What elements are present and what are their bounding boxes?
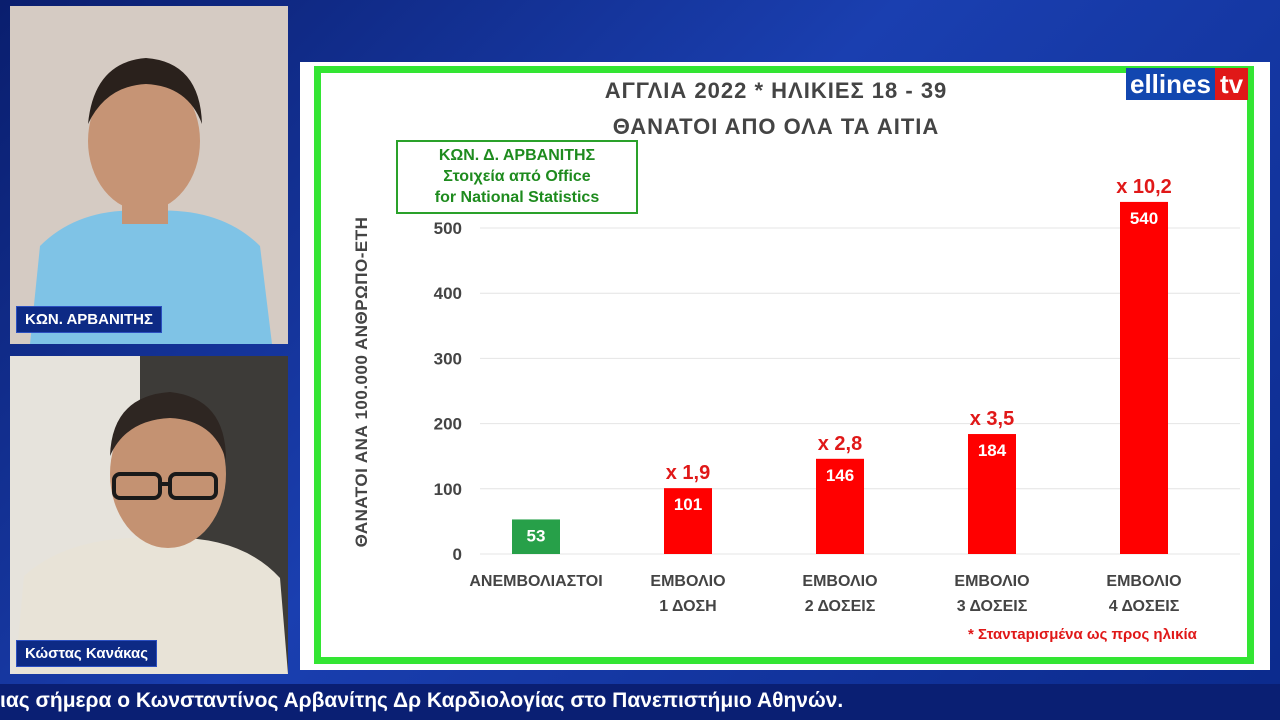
bar [1120, 201, 1168, 555]
x-category-label: ΑΝΕΜΒΟΛΙΑΣΤΟΙ [469, 573, 602, 590]
x-category-label: ΕΜΒΟΛΙΟ [650, 573, 725, 590]
source-line-3: for National Statistics [434, 189, 600, 206]
person-silhouette-top [10, 6, 288, 344]
news-ticker: ιας σήμερα ο Κωνσταντίνος Αρβανίτης Δρ Κ… [0, 684, 1280, 720]
chart-title: ΑΓΓΛΙΑ 2022 * ΗΛΙΚΙΕΣ 18 - 39 [604, 78, 948, 103]
source-author: ΚΩΝ. Δ. ΑΡΒΑΝΙΤΗΣ [438, 147, 596, 164]
logo-part-ellines: ellines [1126, 68, 1215, 100]
y-tick-label: 200 [434, 415, 462, 434]
x-category-label: ΕΜΒΟΛΙΟ [802, 573, 877, 590]
speaker-video-top: ΚΩΝ. ΑΡΒΑΝΙΤΗΣ [10, 6, 288, 344]
person-silhouette-bottom [10, 356, 288, 674]
bar [664, 488, 712, 554]
y-tick-label: 0 [453, 545, 462, 564]
bar-value-label: 53 [527, 526, 546, 545]
bar-multiplier-label: x 1,9 [666, 462, 710, 484]
logo-part-tv: tv [1214, 68, 1249, 100]
bar-chart: 0 100 200 300 400 500 53 ΑΝΕΜΒΟΛΙΑΣΤΟΙ 101 x 1,9 Ε… [434, 176, 1240, 615]
x-category-label: 3 ΔΟΣΕΙΣ [957, 598, 1028, 615]
y-tick-label: 100 [434, 480, 462, 499]
source-box: ΚΩΝ. Δ. ΑΡΒΑΝΙΤΗΣ Στοιχεία από Office fo… [396, 140, 638, 214]
bar-multiplier-label: x 3,5 [970, 408, 1014, 430]
bar [968, 434, 1016, 554]
speaker-name-tag-top: ΚΩΝ. ΑΡΒΑΝΙΤΗΣ [16, 306, 162, 333]
bar-value-label: 540 [1130, 209, 1158, 228]
footnote: * Σταντарισμένα ως προς ηλικία [968, 626, 1197, 643]
x-category-label: 1 ΔΟΣΗ [659, 598, 716, 615]
bar-value-label: 184 [978, 441, 1007, 460]
speaker-video-bottom: Κώστας Κανάκας [10, 356, 288, 674]
x-category-label: ΕΜΒΟΛΙΟ [1106, 573, 1181, 590]
chart-panel: 0 100 200 300 400 500 53 ΑΝΕΜΒΟΛΙΑΣΤΟΙ 101 x 1,9 Ε… [300, 62, 1270, 670]
bar [816, 458, 864, 554]
y-tick-label: 400 [434, 284, 462, 303]
ellinestv-logo: ellines tv [1126, 68, 1249, 100]
y-tick-label: 500 [434, 219, 462, 238]
chart-frame [314, 66, 1254, 664]
speaker-name-tag-bottom: Κώστας Κανάκας [16, 640, 158, 667]
source-line-2: Στοιχεία από Office [443, 168, 591, 185]
bar-value-label: 101 [674, 495, 702, 514]
y-tick-label: 300 [434, 349, 462, 368]
chart-subtitle: ΘΑΝΑΤΟΙ ΑΠΟ ΟΛΑ ΤΑ ΑΙΤΙΑ [612, 114, 940, 139]
x-category-label: 4 ΔΟΣΕΙΣ [1109, 598, 1180, 615]
bar-value-label: 146 [826, 466, 854, 485]
bar-multiplier-label: x 2,8 [818, 433, 862, 455]
x-category-label: 2 ΔΟΣΕΙΣ [805, 598, 876, 615]
bar [512, 519, 560, 554]
x-category-label: ΕΜΒΟΛΙΟ [954, 573, 1029, 590]
bar-multiplier-label: x 10,2 [1116, 176, 1172, 198]
y-axis-label: ΘΑΝΑΤΟΙ ΑΝΑ 100.000 ΑΝΘΡΩΠΟ-ΕΤΗ [352, 216, 371, 548]
